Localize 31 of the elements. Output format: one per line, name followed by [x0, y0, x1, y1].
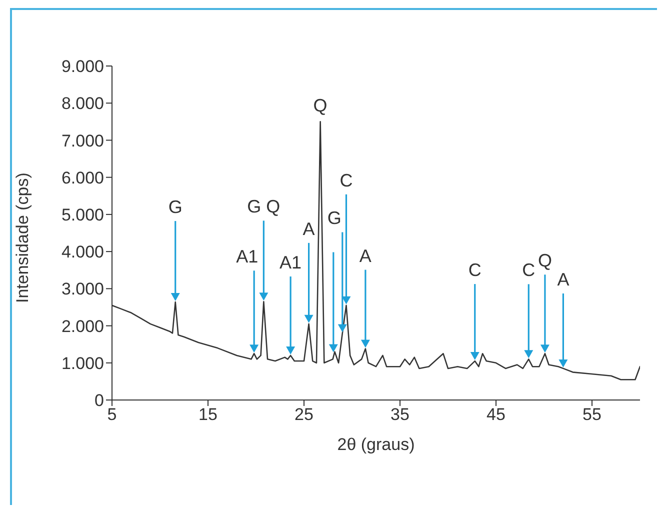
- annotation: G: [327, 208, 342, 228]
- y-tick-label: 2.000: [61, 316, 104, 336]
- annotation: G: [168, 197, 182, 218]
- annotation: C: [522, 260, 536, 280]
- x-tick-label: 45: [486, 405, 506, 424]
- y-tick-label: 3.000: [61, 280, 104, 299]
- annotation: A1: [236, 246, 258, 267]
- y-axis-title: Intensidade (cps): [13, 172, 32, 303]
- x-tick-label: 5: [107, 405, 117, 424]
- annotation: A: [302, 218, 315, 239]
- y-tick-label: 8.000: [61, 94, 104, 114]
- annotation: Q: [538, 250, 552, 271]
- x-tick-label: 55: [582, 405, 602, 424]
- y-tick-label: 4.000: [61, 242, 104, 262]
- x-axis-title: 2θ (graus): [337, 435, 415, 454]
- y-tick-label: 1.000: [61, 354, 104, 373]
- annotation: A: [359, 246, 372, 266]
- y-tick-label: 9.000: [61, 57, 104, 76]
- annotation: A1: [280, 252, 302, 272]
- y-tick-label: 7.000: [61, 131, 104, 150]
- y-tick-label: 0: [94, 391, 104, 410]
- x-tick-label: 35: [390, 405, 410, 424]
- y-tick-label: 5.000: [61, 205, 104, 224]
- annotation: Q: [313, 96, 328, 116]
- annotation: A: [557, 269, 570, 290]
- x-tick-label: 25: [294, 405, 314, 424]
- annotation: G Q: [247, 196, 280, 217]
- y-tick-label: 6.000: [61, 168, 104, 188]
- annotation: C: [468, 260, 482, 280]
- annotation: C: [340, 170, 353, 190]
- x-tick-label: 15: [198, 405, 218, 424]
